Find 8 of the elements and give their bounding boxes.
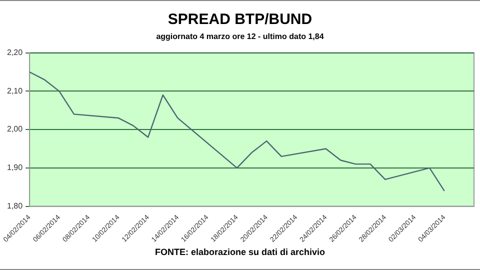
y-tick-label: 2,20 bbox=[6, 48, 24, 58]
chart-subtitle: aggiornato 4 marzo ore 12 - ultimo dato 1,84 bbox=[155, 32, 325, 41]
y-tick-label: 1,90 bbox=[6, 163, 24, 172]
source-note: FONTE: elaborazione su dati di archivio bbox=[154, 247, 326, 257]
y-tick-label: 2,00 bbox=[6, 124, 24, 134]
chart-title: SPREAD BTP/BUND bbox=[166, 11, 314, 28]
y-tick-label: 1,80 bbox=[6, 201, 24, 210]
y-tick-label: 2,10 bbox=[6, 86, 24, 96]
